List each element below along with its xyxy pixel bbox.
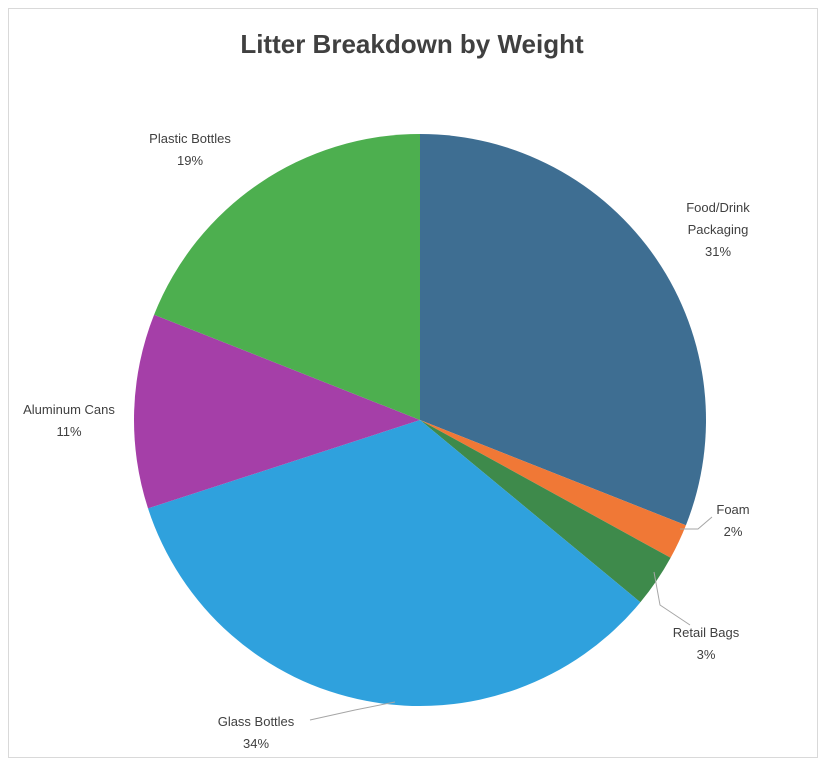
pie-slice-food-drink-packaging[interactable] (420, 134, 707, 526)
data-label-glass-bottles: Glass Bottles 34% (218, 714, 295, 751)
data-label-foam: Foam 2% (716, 502, 749, 539)
pie-slice-glass-bottles[interactable] (148, 420, 641, 706)
leader-line-glass-bottles (309, 701, 396, 721)
data-label-food-drink-packaging: Food/Drink Packaging 31% (686, 200, 750, 259)
pie-slice-aluminum-cans[interactable] (133, 314, 420, 509)
data-label-retail-bags: Retail Bags 3% (673, 625, 740, 662)
leader-line-retail-bags (653, 571, 691, 626)
chart-title: Litter Breakdown by Weight (240, 29, 584, 59)
leader-lines (309, 516, 713, 721)
pie-slice-retail-bags[interactable] (420, 420, 671, 603)
pie-slice-foam[interactable] (420, 420, 686, 558)
pie-slices (133, 134, 707, 706)
data-label-plastic-bottles: Plastic Bottles 19% (149, 131, 231, 168)
pie-slice-plastic-bottles[interactable] (154, 134, 420, 420)
data-labels: Food/Drink Packaging 31% Foam 2% Retail Bags 3… (23, 131, 750, 751)
leader-line-foam (680, 516, 713, 530)
data-label-aluminum-cans: Aluminum Cans 11% (23, 402, 115, 439)
